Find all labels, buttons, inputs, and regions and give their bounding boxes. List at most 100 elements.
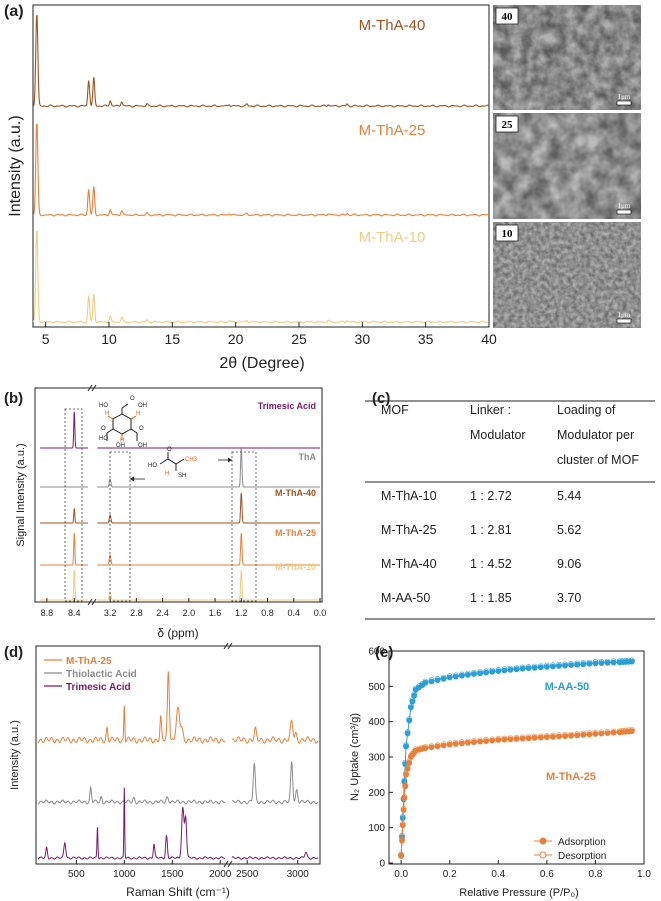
iso-point-desorption [562, 732, 568, 738]
axis-break-mark [227, 642, 233, 650]
iso-point-desorption [446, 673, 453, 680]
table-cell: 9.06 [557, 557, 581, 571]
iso-point-adsorption [446, 674, 453, 681]
iso-point-adsorption [531, 735, 538, 741]
iso-point-desorption [501, 735, 508, 742]
iso-point-desorption [544, 662, 550, 669]
panel-b-frame [34, 387, 323, 603]
iso-point-adsorption [434, 743, 441, 750]
iso-point-adsorption [598, 660, 605, 666]
iso-point-desorption [428, 743, 435, 749]
table-header-cell: Linker : [470, 403, 511, 417]
raman-trace-a-1 [38, 671, 226, 744]
axis-break-mark [87, 384, 93, 392]
iso-point-desorption [629, 657, 635, 664]
iso-point-adsorption [401, 795, 408, 802]
iso-point-desorption [562, 661, 568, 668]
iso-point-desorption [592, 729, 599, 736]
iso-ytick-label: 400 [368, 717, 385, 728]
highlight-box-aromatic [64, 408, 83, 602]
iso-ytick-label: 300 [368, 753, 385, 764]
iso-point-desorption [519, 664, 526, 671]
iso-point-desorption [483, 668, 489, 675]
sem-label-40: 40 [502, 11, 514, 23]
iso-point-adsorption [401, 778, 408, 785]
iso-point-desorption [580, 660, 587, 666]
xrd-trace-2 [32, 123, 490, 217]
iso-point-adsorption [411, 692, 417, 699]
iso-point-adsorption [464, 672, 471, 678]
iso-xtick-label: 0.2 [443, 869, 457, 880]
iso-point-desorption [537, 663, 544, 669]
iso-point-desorption [471, 669, 477, 676]
legend-text-desorption: Desorption [558, 851, 606, 862]
iso-point-desorption [489, 736, 496, 743]
iso-point-desorption [537, 733, 544, 740]
arrowhead-ch [130, 476, 134, 482]
nmr-trace-right-4 [97, 532, 320, 566]
xrd-xtick-label: 5 [42, 331, 50, 347]
iso-point-adsorption [562, 733, 568, 740]
iso-point-adsorption [556, 733, 562, 740]
iso-point-adsorption [477, 670, 483, 677]
iso-point-adsorption [610, 659, 617, 666]
iso-point-desorption [422, 678, 429, 685]
mol-label-1: HO [99, 403, 108, 409]
legend-text-adsorption: Adsorption [558, 837, 606, 848]
iso-point-adsorption [471, 671, 477, 677]
nmr-label-m-tha-25: M-ThA-25 [275, 528, 316, 538]
trimesic-acid-structure [106, 403, 138, 441]
iso-point-desorption [401, 777, 408, 784]
table-header-cell: MOF [381, 403, 409, 417]
mol-label-7: O [101, 426, 106, 432]
iso-point-desorption [404, 729, 411, 736]
raman-xtick-label: 3000 [287, 869, 310, 880]
iso-point-desorption [422, 744, 429, 750]
panel-a-label: (a) [4, 3, 24, 20]
legend-text-trimesic-acid: Trimesic Acid [66, 682, 131, 693]
iso-point-adsorption [586, 731, 593, 738]
panel-e-xlabel: Relative Pressure (P/P₀) [459, 887, 579, 899]
iso-point-adsorption [399, 837, 405, 844]
iso-point-adsorption [610, 729, 617, 736]
panel-e-ylabel: N₂ Uptake (cm³/g) [349, 713, 361, 801]
iso-point-adsorption [568, 732, 574, 739]
axis-break-mark [227, 860, 233, 868]
table-header-cell: Modulator [470, 428, 526, 442]
xrd-trace-3 [32, 230, 490, 324]
mol-label-8: O [139, 426, 144, 432]
iso-point-adsorption [422, 745, 429, 752]
iso-point-adsorption [550, 734, 556, 740]
iso-point-adsorption [446, 741, 453, 748]
legend-text-m-tha-25: M-ThA-25 [66, 656, 112, 667]
panel-d-legend: M-ThA-25 Thiolactic Acid Trimesic Acid [44, 656, 137, 693]
iso-ytick-label: 200 [368, 788, 385, 799]
iso-point-desorption [452, 672, 459, 679]
iso-line-1 [400, 661, 632, 856]
panel-b-xlabel: δ (ppm) [157, 626, 198, 640]
panel-a-frame [32, 4, 490, 328]
iso-point-desorption [403, 742, 409, 749]
nmr-xtick-label: 8.4 [68, 608, 81, 618]
iso-point-desorption [568, 661, 574, 667]
iso-point-adsorption [403, 771, 409, 778]
sem-image-10: 10 1μm [493, 222, 641, 328]
trace-label-m-tha-10: M-ThA-10 [359, 229, 426, 246]
iso-point-adsorption [525, 735, 532, 742]
iso-ytick-label: 500 [368, 682, 385, 693]
iso-point-desorption [574, 731, 581, 738]
iso-point-adsorption [507, 736, 514, 743]
nmr-xtick-label: 0.8 [261, 608, 274, 618]
sem-label-25: 25 [502, 119, 514, 131]
iso-point-adsorption [458, 672, 465, 679]
series-label-m-tha-25: M-ThA-25 [546, 771, 596, 783]
iso-ytick-label: 100 [368, 823, 385, 834]
iso-point-desorption [464, 670, 471, 677]
table-header: MOF Linker : Modulator Loading of Modulator … [381, 403, 639, 467]
iso-point-desorption [544, 733, 550, 739]
panel-e-points [398, 657, 635, 859]
sem-scalebar-25 [616, 209, 632, 215]
mol-label-14: CH3 [185, 457, 198, 463]
mol-label-4: OH [138, 443, 147, 449]
raman-xtick-label: 1500 [161, 869, 184, 880]
